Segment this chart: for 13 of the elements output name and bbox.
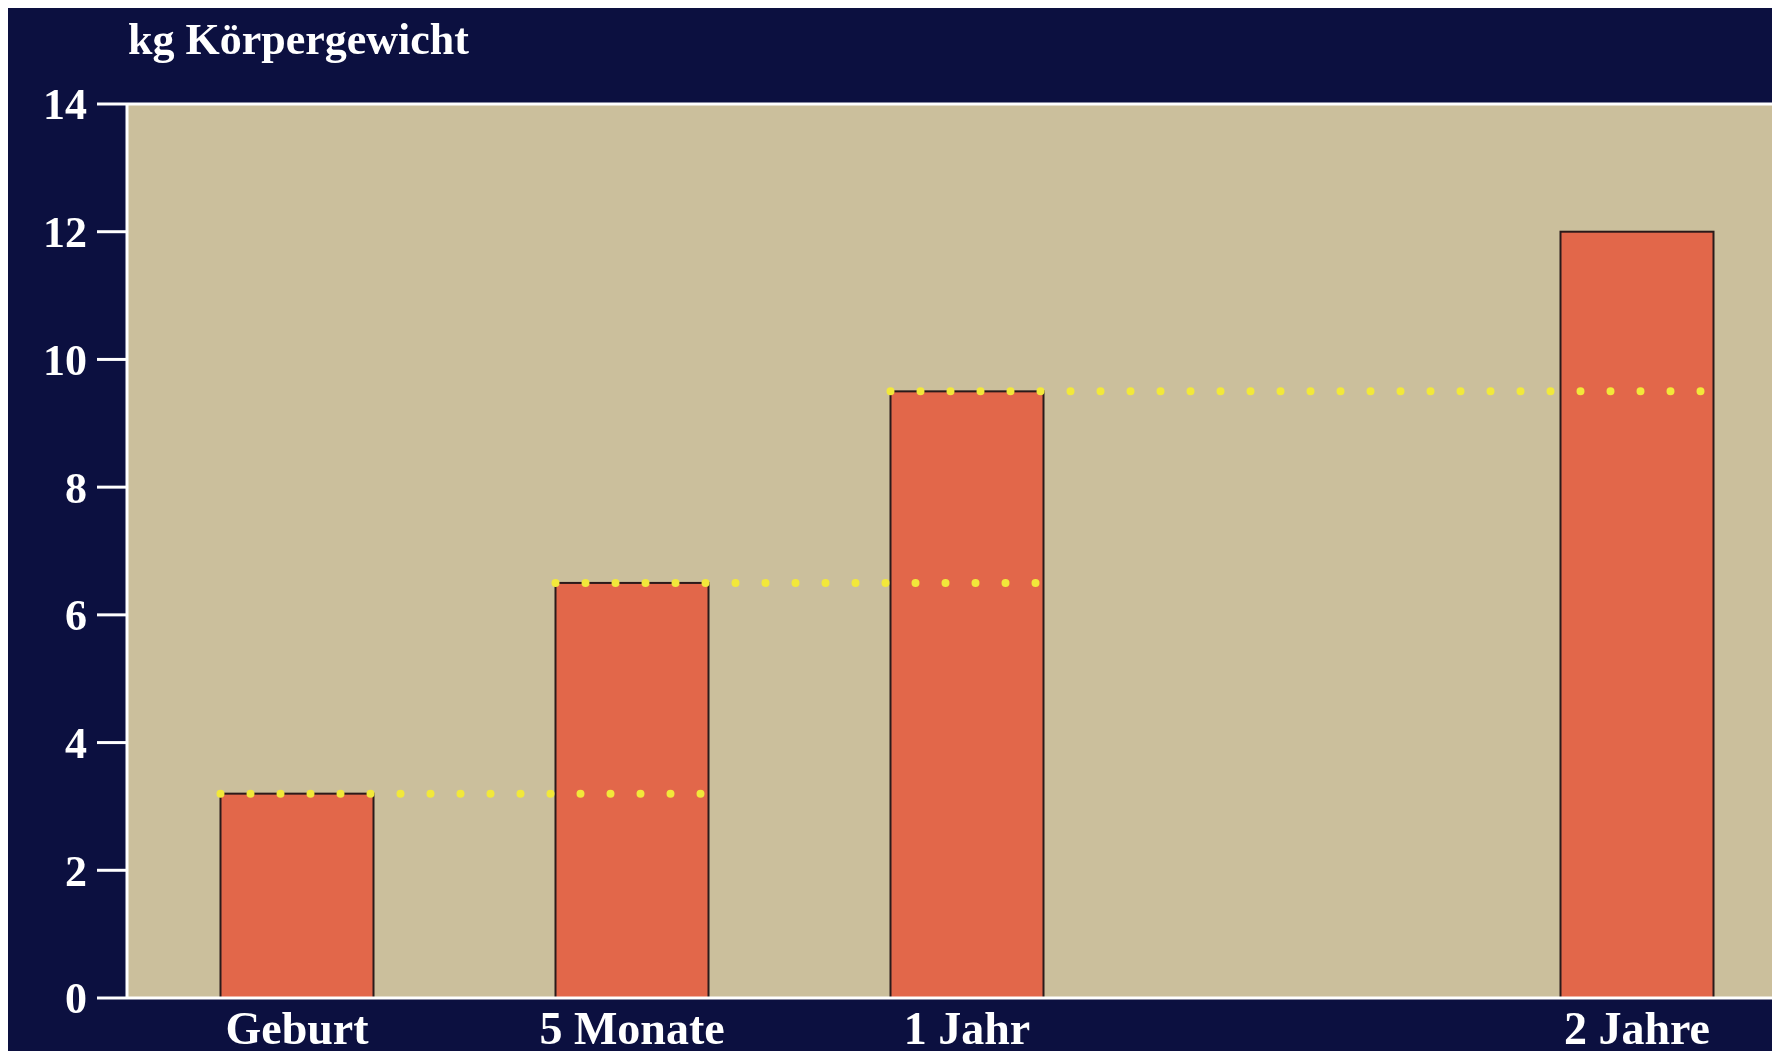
y-tick-label: 2 bbox=[65, 846, 87, 896]
y-tick-label: 12 bbox=[43, 208, 87, 258]
y-tick-label: 4 bbox=[65, 718, 87, 768]
y-tick-label: 0 bbox=[65, 974, 87, 1024]
x-tick-label: 2 Jahre bbox=[1563, 1003, 1711, 1054]
y-tick-label: 6 bbox=[65, 591, 87, 641]
x-tick-label: Geburt bbox=[225, 1003, 370, 1054]
x-tick-label: 1 Jahr bbox=[903, 1003, 1031, 1054]
y-tick-label: 8 bbox=[65, 463, 87, 513]
y-tick-label: 14 bbox=[43, 80, 87, 130]
x-tick-label: 5 Monate bbox=[539, 1003, 725, 1054]
chart-title: kg Körpergewicht bbox=[128, 15, 470, 64]
y-tick-label: 10 bbox=[43, 335, 87, 385]
